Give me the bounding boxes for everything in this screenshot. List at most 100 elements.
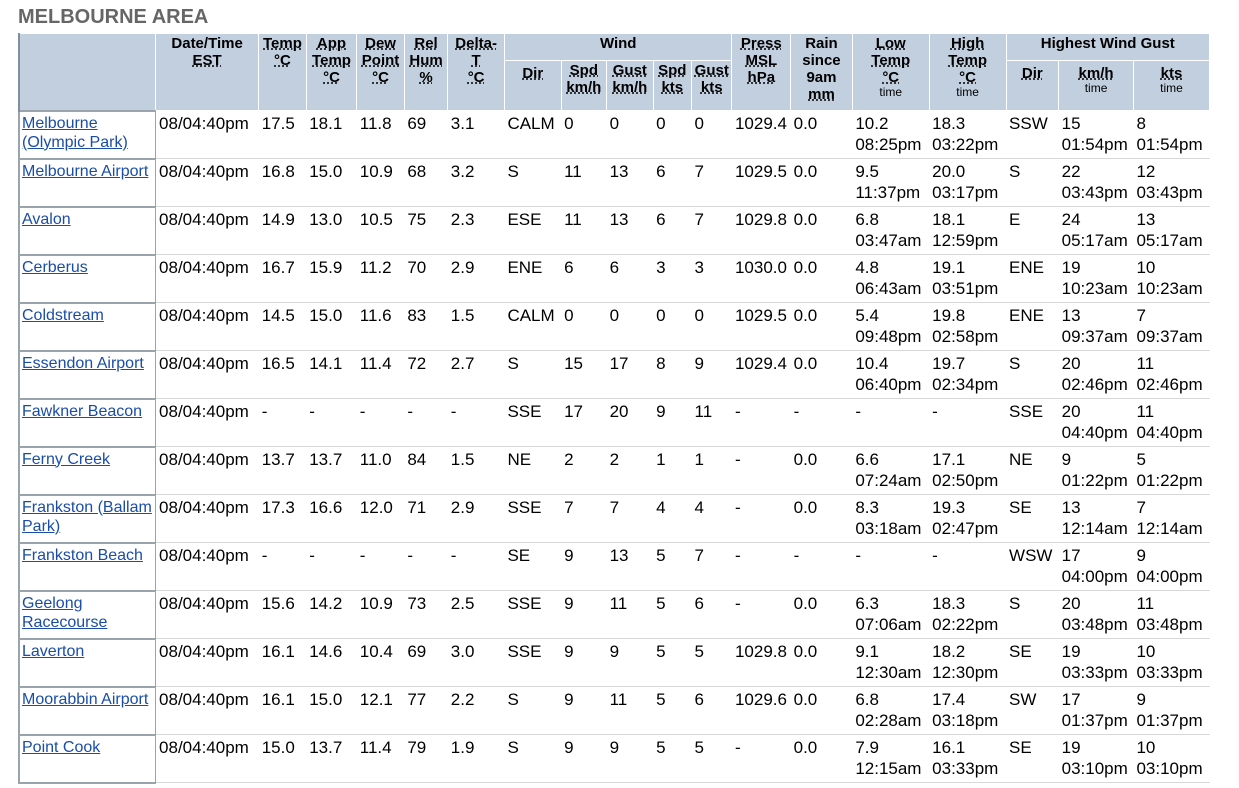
- gust-dir-cell: SE: [1006, 734, 1059, 783]
- wind-gust-kmh-cell: 13: [606, 206, 654, 255]
- low-temp-cell: 10.2 08:25pm: [852, 110, 930, 159]
- header-app-temp[interactable]: App Temp °C: [305, 33, 358, 111]
- temp-cell: 13.7: [258, 446, 307, 495]
- gust-dir-cell: WSW: [1006, 542, 1059, 591]
- dew-point-cell: 11.4: [356, 734, 405, 783]
- gust-kts-cell: 7 12:14am: [1133, 494, 1210, 543]
- header-delta-t[interactable]: Delta- T °C: [447, 33, 505, 111]
- station-link[interactable]: Moorabbin Airport: [22, 690, 149, 708]
- station-link[interactable]: Cerberus: [22, 258, 88, 276]
- header-temp[interactable]: Temp °C: [258, 33, 307, 111]
- rain-cell: 0.0: [790, 206, 853, 255]
- rain-cell: 0.0: [790, 254, 853, 303]
- header-gust-dir[interactable]: Dir: [1005, 60, 1060, 111]
- rain-cell: 0.0: [790, 302, 853, 351]
- gust-dir-cell: S: [1006, 350, 1059, 399]
- app-temp-cell: 15.0: [306, 158, 357, 207]
- gust-kmh-cell: 19 03:10pm: [1058, 734, 1134, 783]
- datetime-cell: 08/04:40pm: [155, 590, 259, 639]
- high-temp-cell: 18.2 12:30pm: [929, 638, 1007, 687]
- header-wind-spd-kts[interactable]: Spd kts: [652, 60, 693, 111]
- gust-kts-cell: 10 03:10pm: [1133, 734, 1210, 783]
- station-link[interactable]: Coldstream: [22, 306, 104, 324]
- wind-gust-kts-cell: 5: [691, 638, 732, 687]
- station-link[interactable]: Avalon: [22, 210, 71, 228]
- wind-gust-kts-cell: 5: [691, 734, 732, 783]
- low-temp-cell: 6.3 07:06am: [852, 590, 930, 639]
- station-link[interactable]: Ferny Creek: [22, 450, 111, 468]
- station-link[interactable]: Geelong Racecourse: [22, 594, 108, 631]
- gust-kts-cell: 9 01:37pm: [1133, 686, 1210, 735]
- dew-point-cell: 11.2: [356, 254, 405, 303]
- header-gust-kmh[interactable]: km/h time: [1058, 60, 1134, 111]
- station-cell: Essendon Airport: [18, 349, 157, 400]
- wind-spd-kts-cell: 3: [653, 254, 692, 303]
- header-rel-hum[interactable]: Rel Hum%: [403, 33, 449, 111]
- rain-cell: 0.0: [790, 350, 853, 399]
- station-cell: Frankston (Ballam Park): [18, 493, 157, 544]
- gust-dir-cell: SSE: [1006, 398, 1059, 447]
- press-cell: 1029.5: [731, 302, 791, 351]
- header-wind-spd-kmh[interactable]: Spd km/h: [560, 60, 608, 111]
- temp-cell: 16.7: [258, 254, 307, 303]
- app-temp-cell: 15.0: [306, 302, 357, 351]
- gust-kts-cell: 7 09:37am: [1133, 302, 1210, 351]
- wind-gust-kts-cell: 1: [691, 446, 732, 495]
- header-station: [18, 33, 157, 111]
- station-link[interactable]: Melbourne Airport: [22, 162, 149, 180]
- dew-point-cell: 11.6: [356, 302, 405, 351]
- gust-kts-cell: 10 03:33pm: [1133, 638, 1210, 687]
- header-wind-gust-kmh[interactable]: Gust km/h: [606, 60, 654, 111]
- wind-spd-kmh-cell: 9: [561, 542, 607, 591]
- wind-gust-kmh-cell: 17: [606, 350, 654, 399]
- station-link[interactable]: Frankston (Ballam Park): [22, 498, 152, 535]
- low-temp-cell: 4.8 06:43am: [852, 254, 930, 303]
- wind-spd-kmh-cell: 0: [561, 302, 607, 351]
- station-link[interactable]: Frankston Beach: [22, 546, 143, 564]
- header-wind-dir[interactable]: Dir: [503, 60, 562, 111]
- header-high-temp[interactable]: High Temp °C time: [928, 33, 1007, 111]
- wind-gust-kmh-cell: 7: [606, 494, 654, 543]
- header-wind: Wind: [503, 33, 733, 61]
- temp-cell: 16.1: [258, 686, 307, 735]
- station-cell: Melbourne (Olympic Park): [18, 109, 157, 160]
- high-temp-cell: 18.3 02:22pm: [929, 590, 1007, 639]
- rel-hum-cell: 69: [404, 110, 448, 159]
- wind-gust-kmh-cell: 11: [606, 590, 654, 639]
- wind-dir-cell: CALM: [504, 110, 562, 159]
- header-dew-point[interactable]: Dew Point °C: [356, 33, 405, 111]
- rain-cell: 0.0: [790, 734, 853, 783]
- table-row: Melbourne (Olympic Park) 08/04:40pm 17.5…: [18, 109, 1210, 160]
- header-wind-gust-kts[interactable]: Gust kts: [691, 60, 733, 111]
- header-low-temp[interactable]: Low Temp °C time: [851, 33, 930, 111]
- wind-gust-kmh-cell: 6: [606, 254, 654, 303]
- station-link[interactable]: Fawkner Beacon: [22, 402, 143, 420]
- rain-cell: 0.0: [790, 446, 853, 495]
- wind-gust-kmh-cell: 9: [606, 734, 654, 783]
- wind-spd-kmh-cell: 0: [561, 110, 607, 159]
- high-temp-cell: 17.4 03:18pm: [929, 686, 1007, 735]
- rel-hum-cell: 73: [404, 590, 448, 639]
- wind-dir-cell: SSE: [504, 590, 562, 639]
- station-link[interactable]: Point Cook: [22, 738, 101, 756]
- low-temp-cell: 10.4 06:40pm: [852, 350, 930, 399]
- wind-spd-kts-cell: 9: [653, 398, 692, 447]
- wind-spd-kmh-cell: 15: [561, 350, 607, 399]
- app-temp-cell: 16.6: [306, 494, 357, 543]
- wind-spd-kts-cell: 6: [653, 206, 692, 255]
- header-gust-kts[interactable]: kts time: [1132, 60, 1211, 111]
- dew-point-cell: 10.4: [356, 638, 405, 687]
- header-press[interactable]: Press MSL hPa: [731, 33, 792, 111]
- wind-dir-cell: CALM: [504, 302, 562, 351]
- temp-cell: -: [258, 398, 307, 447]
- station-link[interactable]: Essendon Airport: [22, 354, 144, 372]
- gust-kmh-cell: 17 01:37pm: [1058, 686, 1134, 735]
- press-cell: 1029.4: [731, 350, 791, 399]
- station-link[interactable]: Melbourne (Olympic Park): [22, 114, 128, 151]
- gust-kts-cell: 11 03:48pm: [1133, 590, 1210, 639]
- station-cell: Coldstream: [18, 301, 157, 352]
- station-link[interactable]: Laverton: [22, 642, 85, 660]
- wind-dir-cell: SSE: [504, 398, 562, 447]
- app-temp-cell: 14.6: [306, 638, 357, 687]
- wind-gust-kts-cell: 9: [691, 350, 732, 399]
